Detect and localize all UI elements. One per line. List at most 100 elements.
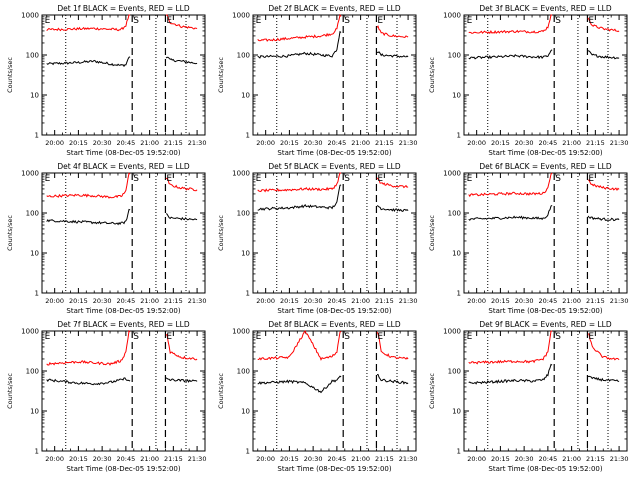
x-tick-label: 21:30	[399, 455, 418, 463]
plot-frame	[463, 330, 628, 452]
x-tick-label: 20:00	[45, 139, 64, 147]
x-tick-label: 21:15	[375, 139, 394, 147]
y-tick-label: 10	[30, 92, 39, 100]
y-tick-label: 10	[30, 408, 39, 416]
y-tick-label: 10	[241, 250, 250, 258]
x-tick-label: 20:30	[515, 139, 534, 147]
x-tick-label: 20:15	[69, 455, 88, 463]
series-line-events	[257, 184, 409, 213]
x-tick-label: 20:15	[491, 297, 510, 305]
event-marker-s: S	[555, 16, 561, 26]
series-line-lld	[257, 172, 409, 193]
series-line-events	[46, 377, 198, 386]
panel-title: Det 2f BLACK = Events, RED = LLD	[268, 4, 401, 13]
y-tick-label: 1	[35, 132, 39, 140]
x-tick-label: 21:15	[164, 297, 183, 305]
y-tick-label: 1000	[443, 328, 461, 336]
series-line-events	[257, 373, 409, 394]
event-marker-e: E	[256, 174, 262, 184]
y-tick-label: 1	[35, 448, 39, 456]
x-tick-label: 20:45	[539, 297, 558, 305]
detector-panel-5f: Det 5f BLACK = Events, RED = LLD Counts/s…	[217, 162, 417, 315]
x-tick-label: 21:15	[586, 139, 605, 147]
y-tick-label: 1000	[232, 170, 250, 178]
x-tick-label: 21:00	[351, 297, 370, 305]
series-line-lld	[468, 14, 620, 35]
event-marker-e: E	[166, 16, 172, 26]
x-tick-label: 21:30	[399, 139, 418, 147]
y-tick-label: 10	[452, 408, 461, 416]
x-tick-label: 20:45	[539, 139, 558, 147]
event-marker-s: S	[555, 332, 561, 342]
y-tick-label: 10	[452, 92, 461, 100]
event-marker-e: E	[166, 174, 172, 184]
series-line-lld	[46, 172, 198, 199]
x-tick-label: 21:00	[562, 455, 581, 463]
event-marker-s: S	[133, 16, 139, 26]
y-tick-label: 10	[241, 408, 250, 416]
y-axis-label: Counts/sec	[428, 373, 436, 409]
x-tick-label: 20:30	[304, 297, 323, 305]
y-tick-label: 100	[448, 210, 461, 218]
series-line-lld	[257, 330, 409, 361]
x-tick-label: 20:45	[539, 455, 558, 463]
x-tick-label: 21:15	[375, 297, 394, 305]
y-tick-label: 100	[26, 210, 39, 218]
panel-title: Det 5f BLACK = Events, RED = LLD	[268, 162, 401, 171]
y-axis-label: Counts/sec	[217, 373, 225, 409]
x-tick-label: 21:00	[351, 455, 370, 463]
event-marker-e: E	[256, 332, 262, 342]
detector-panel-3f: Det 3f BLACK = Events, RED = LLD Counts/s…	[428, 4, 628, 157]
series-line-events	[468, 204, 620, 222]
event-marker-e: E	[256, 16, 262, 26]
x-tick-label: 20:00	[256, 139, 275, 147]
y-axis-label: Counts/sec	[6, 57, 14, 93]
x-tick-label: 21:00	[351, 139, 370, 147]
panel-title: Det 4f BLACK = Events, RED = LLD	[57, 162, 190, 171]
series-line-lld	[468, 172, 620, 198]
x-tick-label: 21:00	[140, 297, 159, 305]
detector-panel-8f: Det 8f BLACK = Events, RED = LLD Counts/s…	[217, 320, 417, 473]
x-tick-label: 20:15	[280, 297, 299, 305]
y-tick-label: 100	[26, 52, 39, 60]
x-tick-label: 21:30	[188, 455, 207, 463]
y-tick-label: 1000	[443, 170, 461, 178]
series-line-lld	[468, 330, 620, 365]
event-marker-s: S	[133, 332, 139, 342]
x-tick-label: 21:30	[610, 455, 629, 463]
event-marker-e: E	[467, 16, 473, 26]
plot-frame	[463, 14, 628, 136]
y-tick-label: 1000	[21, 328, 39, 336]
series-line-events	[468, 363, 620, 385]
y-axis-label: Counts/sec	[428, 57, 436, 93]
event-marker-e: E	[467, 174, 473, 184]
x-tick-label: 20:00	[256, 455, 275, 463]
x-tick-label: 20:30	[304, 139, 323, 147]
x-tick-label: 20:00	[467, 455, 486, 463]
x-tick-label: 21:15	[586, 455, 605, 463]
x-tick-label: 20:45	[117, 455, 136, 463]
panel-title: Det 7f BLACK = Events, RED = LLD	[57, 320, 190, 329]
x-tick-label: 20:15	[280, 455, 299, 463]
detector-panel-4f: Det 4f BLACK = Events, RED = LLD Counts/s…	[6, 162, 206, 315]
y-tick-label: 10	[452, 250, 461, 258]
event-marker-e: E	[467, 332, 473, 342]
x-axis-label: Start Time (08-Dec-05 19:52:00)	[488, 465, 602, 473]
event-marker-s: S	[344, 332, 350, 342]
y-tick-label: 1000	[232, 12, 250, 20]
panel-title: Det 3f BLACK = Events, RED = LLD	[479, 4, 612, 13]
x-tick-label: 21:15	[164, 139, 183, 147]
event-marker-e: E	[588, 16, 594, 26]
y-tick-label: 1	[246, 448, 250, 456]
y-tick-label: 100	[448, 52, 461, 60]
x-axis-label: Start Time (08-Dec-05 19:52:00)	[277, 149, 391, 157]
event-marker-s: S	[344, 16, 350, 26]
panel-title: Det 8f BLACK = Events, RED = LLD	[268, 320, 401, 329]
x-tick-label: 20:45	[328, 297, 347, 305]
x-tick-label: 20:30	[93, 139, 112, 147]
y-tick-label: 1000	[21, 170, 39, 178]
y-axis-label: Counts/sec	[6, 215, 14, 251]
series-line-lld	[257, 13, 409, 42]
x-tick-label: 21:30	[610, 297, 629, 305]
